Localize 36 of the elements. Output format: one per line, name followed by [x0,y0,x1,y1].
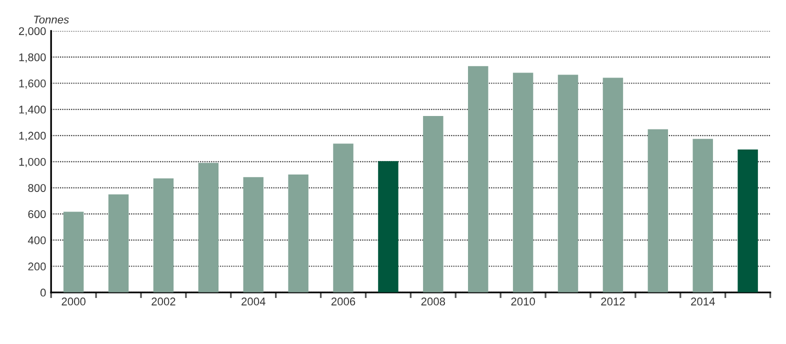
bar [738,150,758,292]
bar [153,178,174,292]
bar [198,162,219,292]
bar [558,74,578,292]
y-tick-label: 400 [28,236,46,244]
x-tick-label: 2008 [421,298,446,306]
y-tick-label: 1,200 [19,132,46,141]
x-tick-label: 2010 [511,298,535,306]
x-tick-label: 2014 [691,298,715,306]
bar [63,212,84,292]
y-tick-label: 1,800 [19,53,46,63]
bar [692,138,713,292]
y-tick-label: 0 [40,288,46,297]
bar [108,194,129,292]
x-tick-label: 2004 [242,298,266,306]
x-tick-label: 2012 [601,298,625,306]
bar [512,72,534,292]
y-tick-label: 1,400 [19,106,46,115]
bar [648,129,668,292]
bar [288,174,308,292]
bar [378,161,398,292]
y-tick-label: 600 [28,210,46,218]
y-tick-label: 1,600 [19,80,46,89]
y-tick-label: 2,000 [18,27,46,36]
bar [468,66,488,292]
x-tick-label: 2006 [331,298,356,306]
y-tick-label: 800 [28,184,46,192]
bar [333,144,354,292]
y-axis-title: Tonnes [34,16,69,24]
y-tick-label: 200 [28,262,46,270]
x-tick-label: 2000 [62,298,86,306]
y-tick-label: 1,000 [19,158,46,168]
bar [602,78,624,292]
x-tick-label: 2002 [152,298,176,306]
bar [423,116,444,292]
bar [243,177,264,292]
